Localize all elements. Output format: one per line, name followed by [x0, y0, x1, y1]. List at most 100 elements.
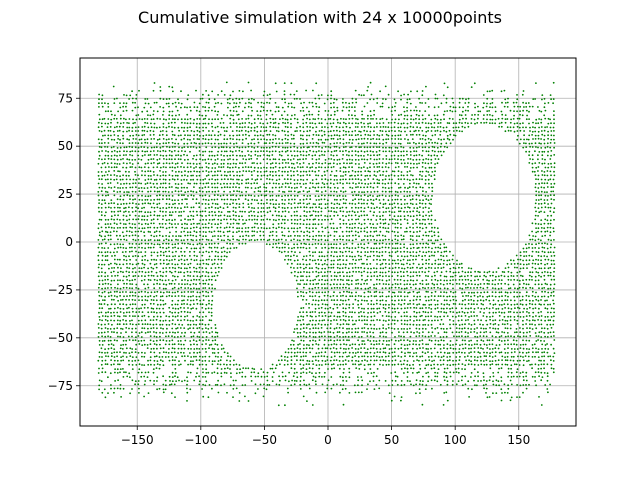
scatter-point	[370, 267, 372, 270]
scatter-point	[323, 243, 326, 246]
scatter-point	[165, 207, 168, 210]
scatter-point	[98, 279, 101, 282]
scatter-point	[553, 218, 555, 221]
scatter-point	[104, 363, 107, 365]
scatter-point	[266, 371, 269, 374]
scatter-point	[467, 286, 469, 289]
scatter-point	[495, 379, 498, 382]
scatter-point	[367, 307, 369, 310]
scatter-point	[217, 271, 220, 273]
scatter-point	[342, 310, 345, 313]
scatter-point	[278, 250, 281, 253]
scatter-point	[345, 315, 347, 318]
scatter-point	[402, 363, 405, 365]
scatter-point	[415, 343, 417, 346]
scatter-point	[214, 339, 217, 342]
scatter-point	[540, 319, 543, 322]
scatter-point	[131, 348, 134, 350]
scatter-point	[330, 251, 333, 253]
scatter-point	[292, 230, 295, 233]
scatter-point	[314, 307, 317, 310]
scatter-point	[531, 250, 534, 253]
scatter-point	[303, 214, 306, 217]
scatter-point	[527, 283, 530, 286]
scatter-point	[98, 299, 100, 302]
scatter-point	[534, 262, 537, 265]
scatter-point	[345, 323, 348, 325]
scatter-point	[338, 331, 341, 333]
scatter-point	[398, 210, 400, 213]
scatter-point	[354, 262, 357, 265]
scatter-point	[373, 275, 376, 277]
scatter-point	[373, 315, 376, 317]
scatter-point	[480, 327, 482, 330]
scatter-point	[506, 355, 509, 358]
scatter-point	[196, 223, 199, 225]
scatter-point	[311, 303, 314, 306]
scatter-point	[519, 344, 522, 346]
scatter-point	[358, 336, 360, 338]
scatter-point	[297, 343, 299, 346]
scatter-point	[388, 392, 391, 394]
scatter-point	[421, 271, 424, 273]
scatter-point	[174, 331, 177, 334]
scatter-point	[406, 270, 408, 273]
scatter-point	[461, 291, 463, 294]
scatter-point	[381, 331, 384, 334]
scatter-point	[266, 384, 269, 386]
scatter-point	[126, 307, 128, 310]
scatter-point	[128, 274, 131, 277]
scatter-point	[406, 262, 408, 265]
scatter-point	[339, 319, 342, 321]
scatter-point	[119, 246, 122, 249]
scatter-point	[537, 227, 540, 230]
scatter-point	[337, 364, 339, 366]
scatter-point	[406, 219, 409, 221]
scatter-point	[526, 360, 528, 362]
scatter-point	[440, 271, 443, 274]
scatter-point	[131, 294, 134, 297]
scatter-point	[339, 283, 342, 286]
scatter-point	[266, 375, 269, 378]
scatter-point	[354, 331, 357, 334]
scatter-point	[315, 391, 318, 394]
scatter-point	[476, 295, 479, 298]
scatter-point	[117, 363, 119, 366]
scatter-point	[376, 368, 379, 370]
scatter-point	[315, 315, 317, 318]
scatter-point	[192, 360, 194, 362]
scatter-point	[470, 372, 473, 374]
scatter-point	[409, 235, 412, 237]
scatter-point	[382, 226, 385, 229]
scatter-point	[137, 295, 140, 298]
scatter-point	[393, 291, 396, 294]
scatter-point	[135, 263, 138, 266]
scatter-point	[318, 291, 320, 294]
scatter-point	[473, 319, 476, 322]
scatter-point	[134, 210, 137, 213]
scatter-point	[347, 347, 350, 350]
scatter-point	[510, 275, 513, 277]
scatter-point	[280, 359, 283, 362]
scatter-point	[281, 234, 284, 237]
scatter-point	[210, 290, 213, 293]
scatter-point	[479, 335, 482, 337]
scatter-point	[204, 347, 207, 350]
scatter-point	[430, 379, 433, 382]
scatter-point	[477, 351, 480, 354]
scatter-point	[129, 355, 132, 357]
scatter-point	[352, 270, 355, 273]
scatter-point	[424, 223, 427, 226]
scatter-point	[470, 363, 473, 366]
scatter-point	[219, 230, 222, 233]
scatter-point	[183, 307, 186, 309]
scatter-point	[443, 275, 446, 278]
scatter-point	[348, 287, 350, 290]
scatter-point	[525, 287, 527, 290]
scatter-point	[415, 327, 418, 330]
scatter-point	[443, 392, 446, 394]
scatter-point	[485, 383, 487, 386]
scatter-point	[311, 206, 314, 209]
scatter-point	[494, 359, 497, 362]
scatter-point	[311, 267, 313, 269]
